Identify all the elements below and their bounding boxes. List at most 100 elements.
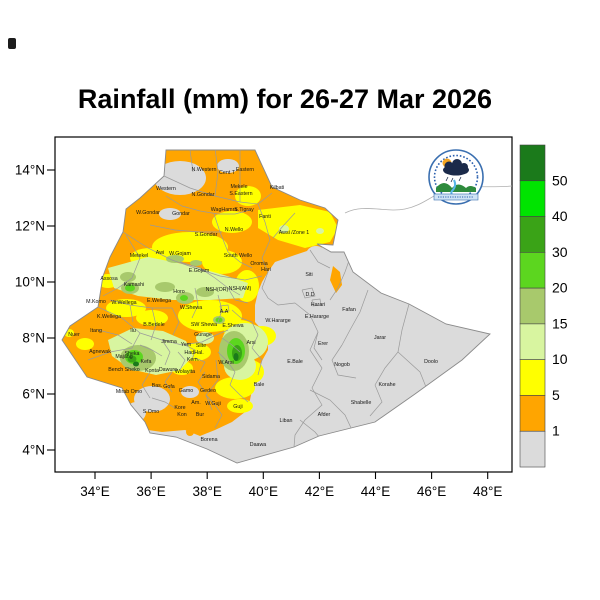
x-tick-label: 46°E — [417, 484, 446, 499]
legend-value: 5 — [552, 387, 560, 403]
region-label: W.Guji — [205, 401, 221, 407]
legend-value: 40 — [552, 208, 568, 224]
region-label: Hari — [261, 267, 271, 273]
region-label: M.Komo — [86, 299, 106, 305]
legend-swatch — [520, 360, 545, 396]
region-label: Jarar — [374, 335, 386, 341]
region-label: Nogob — [334, 362, 350, 368]
region-label: NSH(AM) — [229, 286, 252, 292]
y-tick-label: 12°N — [15, 219, 45, 234]
legend-swatch — [520, 145, 545, 181]
region-label: W.Gojam — [169, 251, 191, 257]
region-label: Ilu — [130, 328, 136, 334]
x-tick-label: 36°E — [136, 484, 165, 499]
legend-swatch — [520, 252, 545, 288]
rain-patch — [155, 282, 175, 292]
ethiopian-met-institute-logo — [429, 150, 483, 204]
region-label: E.Bale — [287, 359, 303, 365]
legend-value: 10 — [552, 351, 568, 367]
x-tick-label: 44°E — [361, 484, 390, 499]
legend-value: 50 — [552, 172, 568, 188]
rain-patch — [180, 295, 188, 301]
region-label: Kefa — [141, 359, 152, 365]
legend-value: 15 — [552, 315, 568, 331]
region-label: Guji — [233, 404, 242, 410]
region-label: Doolo — [424, 359, 438, 365]
cloud-bump — [460, 163, 468, 171]
region-label: Nuer — [68, 332, 80, 338]
region-label: South Wello — [224, 253, 253, 259]
region-label: S.Omo — [143, 409, 160, 415]
region-label: S.Eastern — [229, 191, 252, 197]
region-label: N.Gondar — [192, 192, 215, 198]
region-label: Hal. — [194, 350, 203, 356]
region-label: Sheka — [124, 351, 139, 357]
region-label: Gurage — [194, 332, 212, 338]
region-label: SW Shewa — [191, 322, 217, 328]
region-label: Afder — [318, 412, 331, 418]
region-label: Daawa — [250, 442, 267, 448]
legend-value: 20 — [552, 280, 568, 296]
region-label: Western — [156, 186, 176, 192]
region-label: Gedeo — [200, 388, 216, 394]
region-label: Sidama — [202, 374, 220, 380]
rain-patch — [306, 246, 326, 264]
region-label: W.Arsi — [218, 360, 233, 366]
region-label: Bench Sheko — [108, 367, 140, 373]
region-label: Awi — [156, 250, 164, 256]
region-label: K.Wellega — [97, 314, 121, 320]
y-tick-label: 4°N — [22, 443, 45, 458]
region-label: Gondar — [172, 211, 190, 217]
region-label: Jimma — [161, 339, 177, 345]
region-label: Kamashi — [124, 282, 145, 288]
region-label: Borena — [200, 437, 217, 443]
region-label: Gofa — [163, 384, 175, 390]
x-tick-label: 38°E — [192, 484, 221, 499]
region-label: Awsi /Zone 1 — [279, 230, 310, 236]
region-label: Bur — [196, 412, 204, 418]
region-label: Fafan — [342, 307, 356, 313]
region-label: Agnewak — [89, 349, 111, 355]
legend-value: 1 — [552, 423, 560, 439]
region-label: Kon — [177, 412, 186, 418]
region-label: Cent.T — [219, 170, 236, 176]
region-label: D.D — [305, 292, 314, 298]
region-label: Dawuro — [159, 367, 177, 373]
region-label: Horo — [173, 289, 185, 295]
region-label: Erer — [318, 341, 328, 347]
region-label: W.Wellega — [111, 300, 136, 306]
region-label: NSH(OR) — [206, 287, 229, 293]
region-label: Eastern — [236, 167, 254, 173]
x-tick-label: 40°E — [249, 484, 278, 499]
region-label: N.Western — [192, 167, 217, 173]
legend-swatch — [520, 431, 545, 467]
region-label: E.Gojam — [189, 268, 210, 274]
legend-swatch — [520, 217, 545, 253]
rain-patch — [316, 228, 324, 234]
region-label: E.Hararge — [305, 314, 329, 320]
region-label: Mirab Omo — [116, 389, 142, 395]
y-tick-label: 14°N — [15, 163, 45, 178]
region-label: W.Gondar — [136, 210, 160, 216]
region-label: Mekele — [230, 184, 247, 190]
region-label: Siti — [305, 272, 312, 278]
y-tick-label: 8°N — [22, 331, 45, 346]
region-label: E.Shewa — [222, 323, 243, 329]
legend-swatch — [520, 324, 545, 360]
legend-swatch — [520, 395, 545, 431]
rainfall-map-page: Rainfall (mm) for 26-27 Mar 2026 Western… — [0, 0, 600, 600]
region-label: Harari — [311, 302, 325, 308]
region-label: W.Shewa — [180, 305, 202, 311]
region-label: Kore — [174, 405, 185, 411]
y-tick-label: 10°N — [15, 275, 45, 290]
region-label: Liban — [280, 418, 293, 424]
x-tick-label: 42°E — [305, 484, 334, 499]
legend-value: 30 — [552, 244, 568, 260]
region-label: Bale — [254, 382, 265, 388]
map-canvas: Western N.WesternCent.TEastern MekeleS.Eas… — [0, 0, 600, 600]
x-tick-label: 48°E — [473, 484, 502, 499]
region-label: Korahe — [378, 382, 395, 388]
x-tick-label: 34°E — [80, 484, 109, 499]
rain-patch — [215, 377, 255, 399]
region-label: Bas. — [152, 383, 163, 389]
